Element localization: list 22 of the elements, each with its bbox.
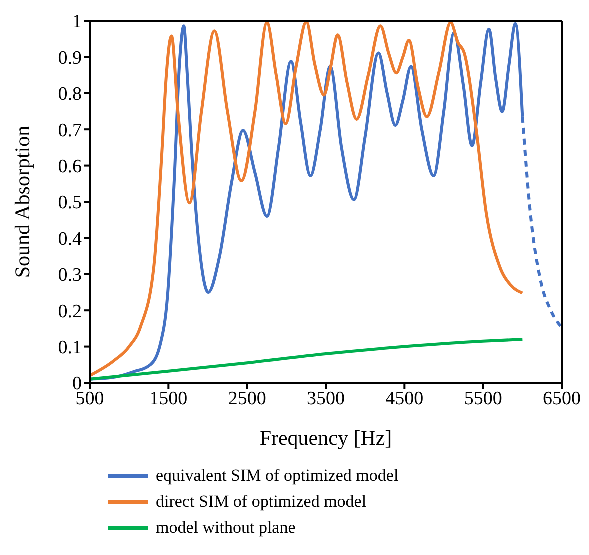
x-axis-title: Frequency [Hz] bbox=[260, 426, 392, 450]
legend-label: model without plane bbox=[156, 518, 296, 538]
legend-label: direct SIM of optimized model bbox=[156, 492, 367, 512]
y-tick-label: 0.3 bbox=[58, 265, 82, 286]
y-tick-label: 0.7 bbox=[58, 120, 82, 142]
x-tick-label: 2500 bbox=[228, 388, 266, 410]
x-tick-label: 1500 bbox=[150, 388, 188, 410]
x-tick-label: 5500 bbox=[464, 388, 502, 410]
x-tick-label: 6500 bbox=[543, 388, 581, 410]
y-tick-label: 0.1 bbox=[58, 338, 82, 359]
y-tick-label: 1 bbox=[72, 12, 82, 33]
y-tick-label: 0.6 bbox=[58, 156, 82, 178]
y-tick-label: 0.2 bbox=[58, 301, 82, 322]
y-tick-label: 0.5 bbox=[58, 192, 82, 214]
y-tick-label: 0.8 bbox=[58, 84, 82, 106]
y-axis-title: Sound Absorption bbox=[10, 125, 34, 278]
line-series bbox=[90, 338, 524, 381]
legend-label: equivalent SIM of optimized model bbox=[156, 466, 399, 486]
y-tick-label: 0.9 bbox=[58, 48, 82, 69]
y-tick-label: 0.4 bbox=[58, 228, 82, 250]
x-tick-label: 3500 bbox=[307, 388, 345, 410]
x-tick-label: 4500 bbox=[386, 388, 424, 410]
